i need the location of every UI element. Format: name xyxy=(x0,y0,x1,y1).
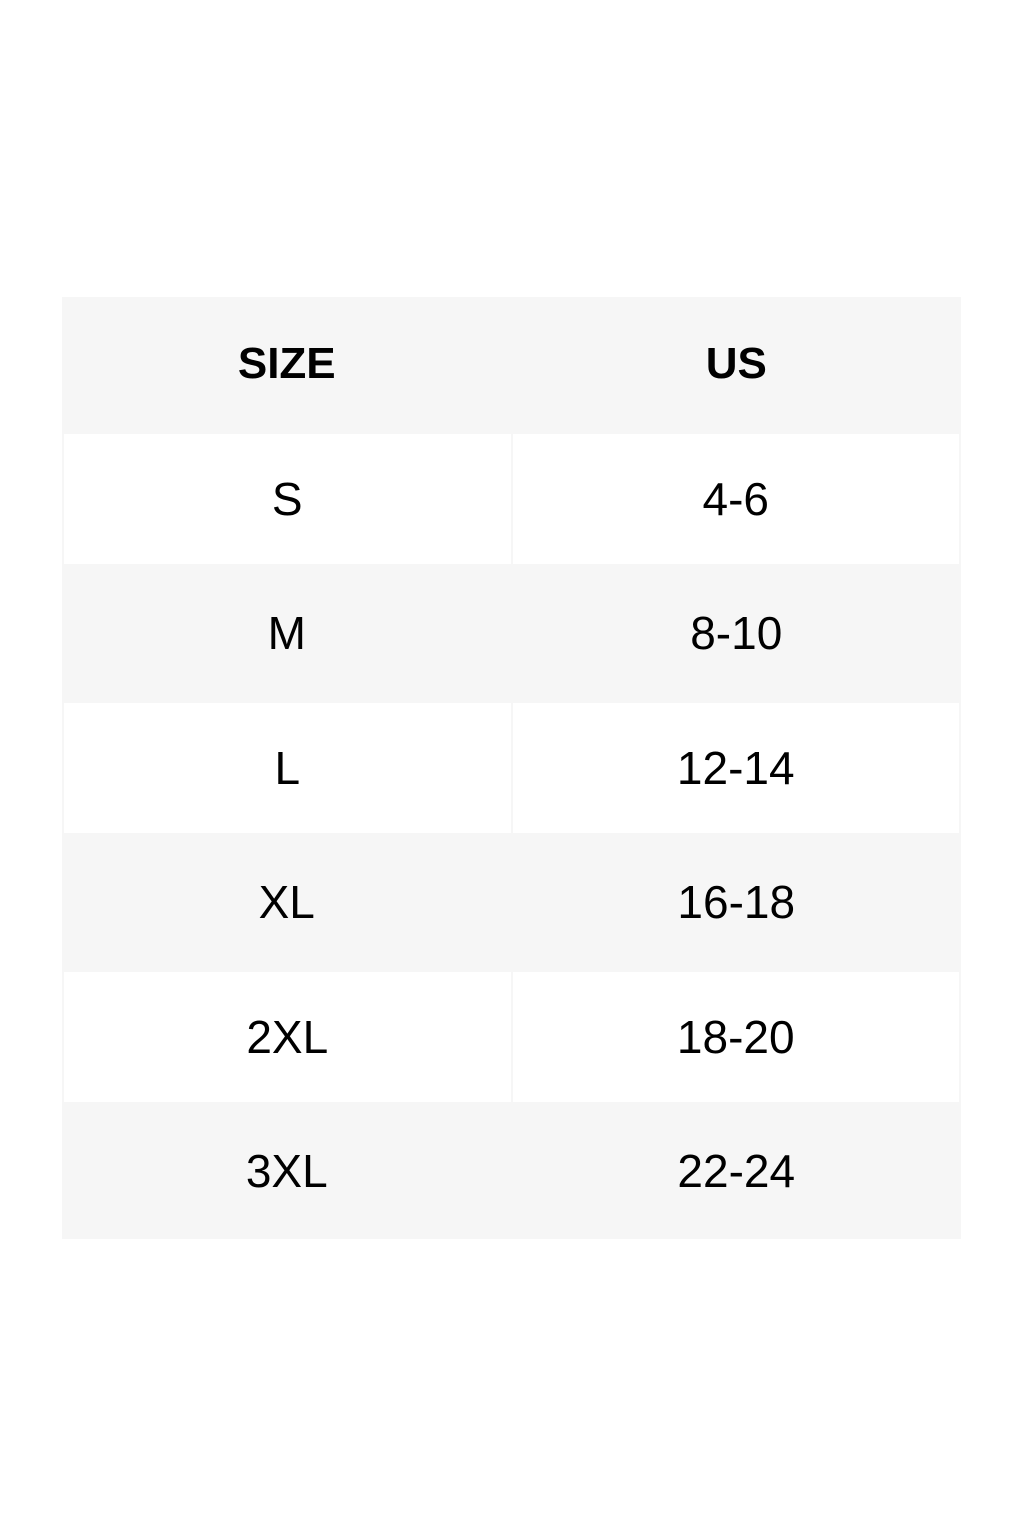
table-row: 2XL 18-20 xyxy=(62,970,961,1105)
size-cell: M xyxy=(267,607,306,660)
size-cell: S xyxy=(64,433,511,564)
header-size: SIZE xyxy=(237,339,336,389)
us-cell: 18-20 xyxy=(512,971,959,1102)
us-cell: 16-18 xyxy=(677,876,796,929)
us-cell: 12-14 xyxy=(512,702,959,833)
us-cell: 22-24 xyxy=(677,1145,796,1198)
table-row: M 8-10 xyxy=(62,566,961,701)
size-chart-table: SIZE US S 4-6 M 8-10 L 12-14 XL 16-18 2X… xyxy=(62,297,961,1239)
size-cell: XL xyxy=(258,876,315,929)
table-row: XL 16-18 xyxy=(62,835,961,970)
size-cell: 2XL xyxy=(64,971,511,1102)
table-row: L 12-14 xyxy=(62,701,961,836)
header-us: US xyxy=(705,339,767,389)
us-cell: 4-6 xyxy=(512,433,959,564)
size-cell: 3XL xyxy=(245,1145,328,1198)
table-row: S 4-6 xyxy=(62,432,961,567)
size-cell: L xyxy=(64,702,511,833)
us-cell: 8-10 xyxy=(690,607,783,660)
table-row: 3XL 22-24 xyxy=(62,1104,961,1239)
table-header-row: SIZE US xyxy=(62,297,961,432)
